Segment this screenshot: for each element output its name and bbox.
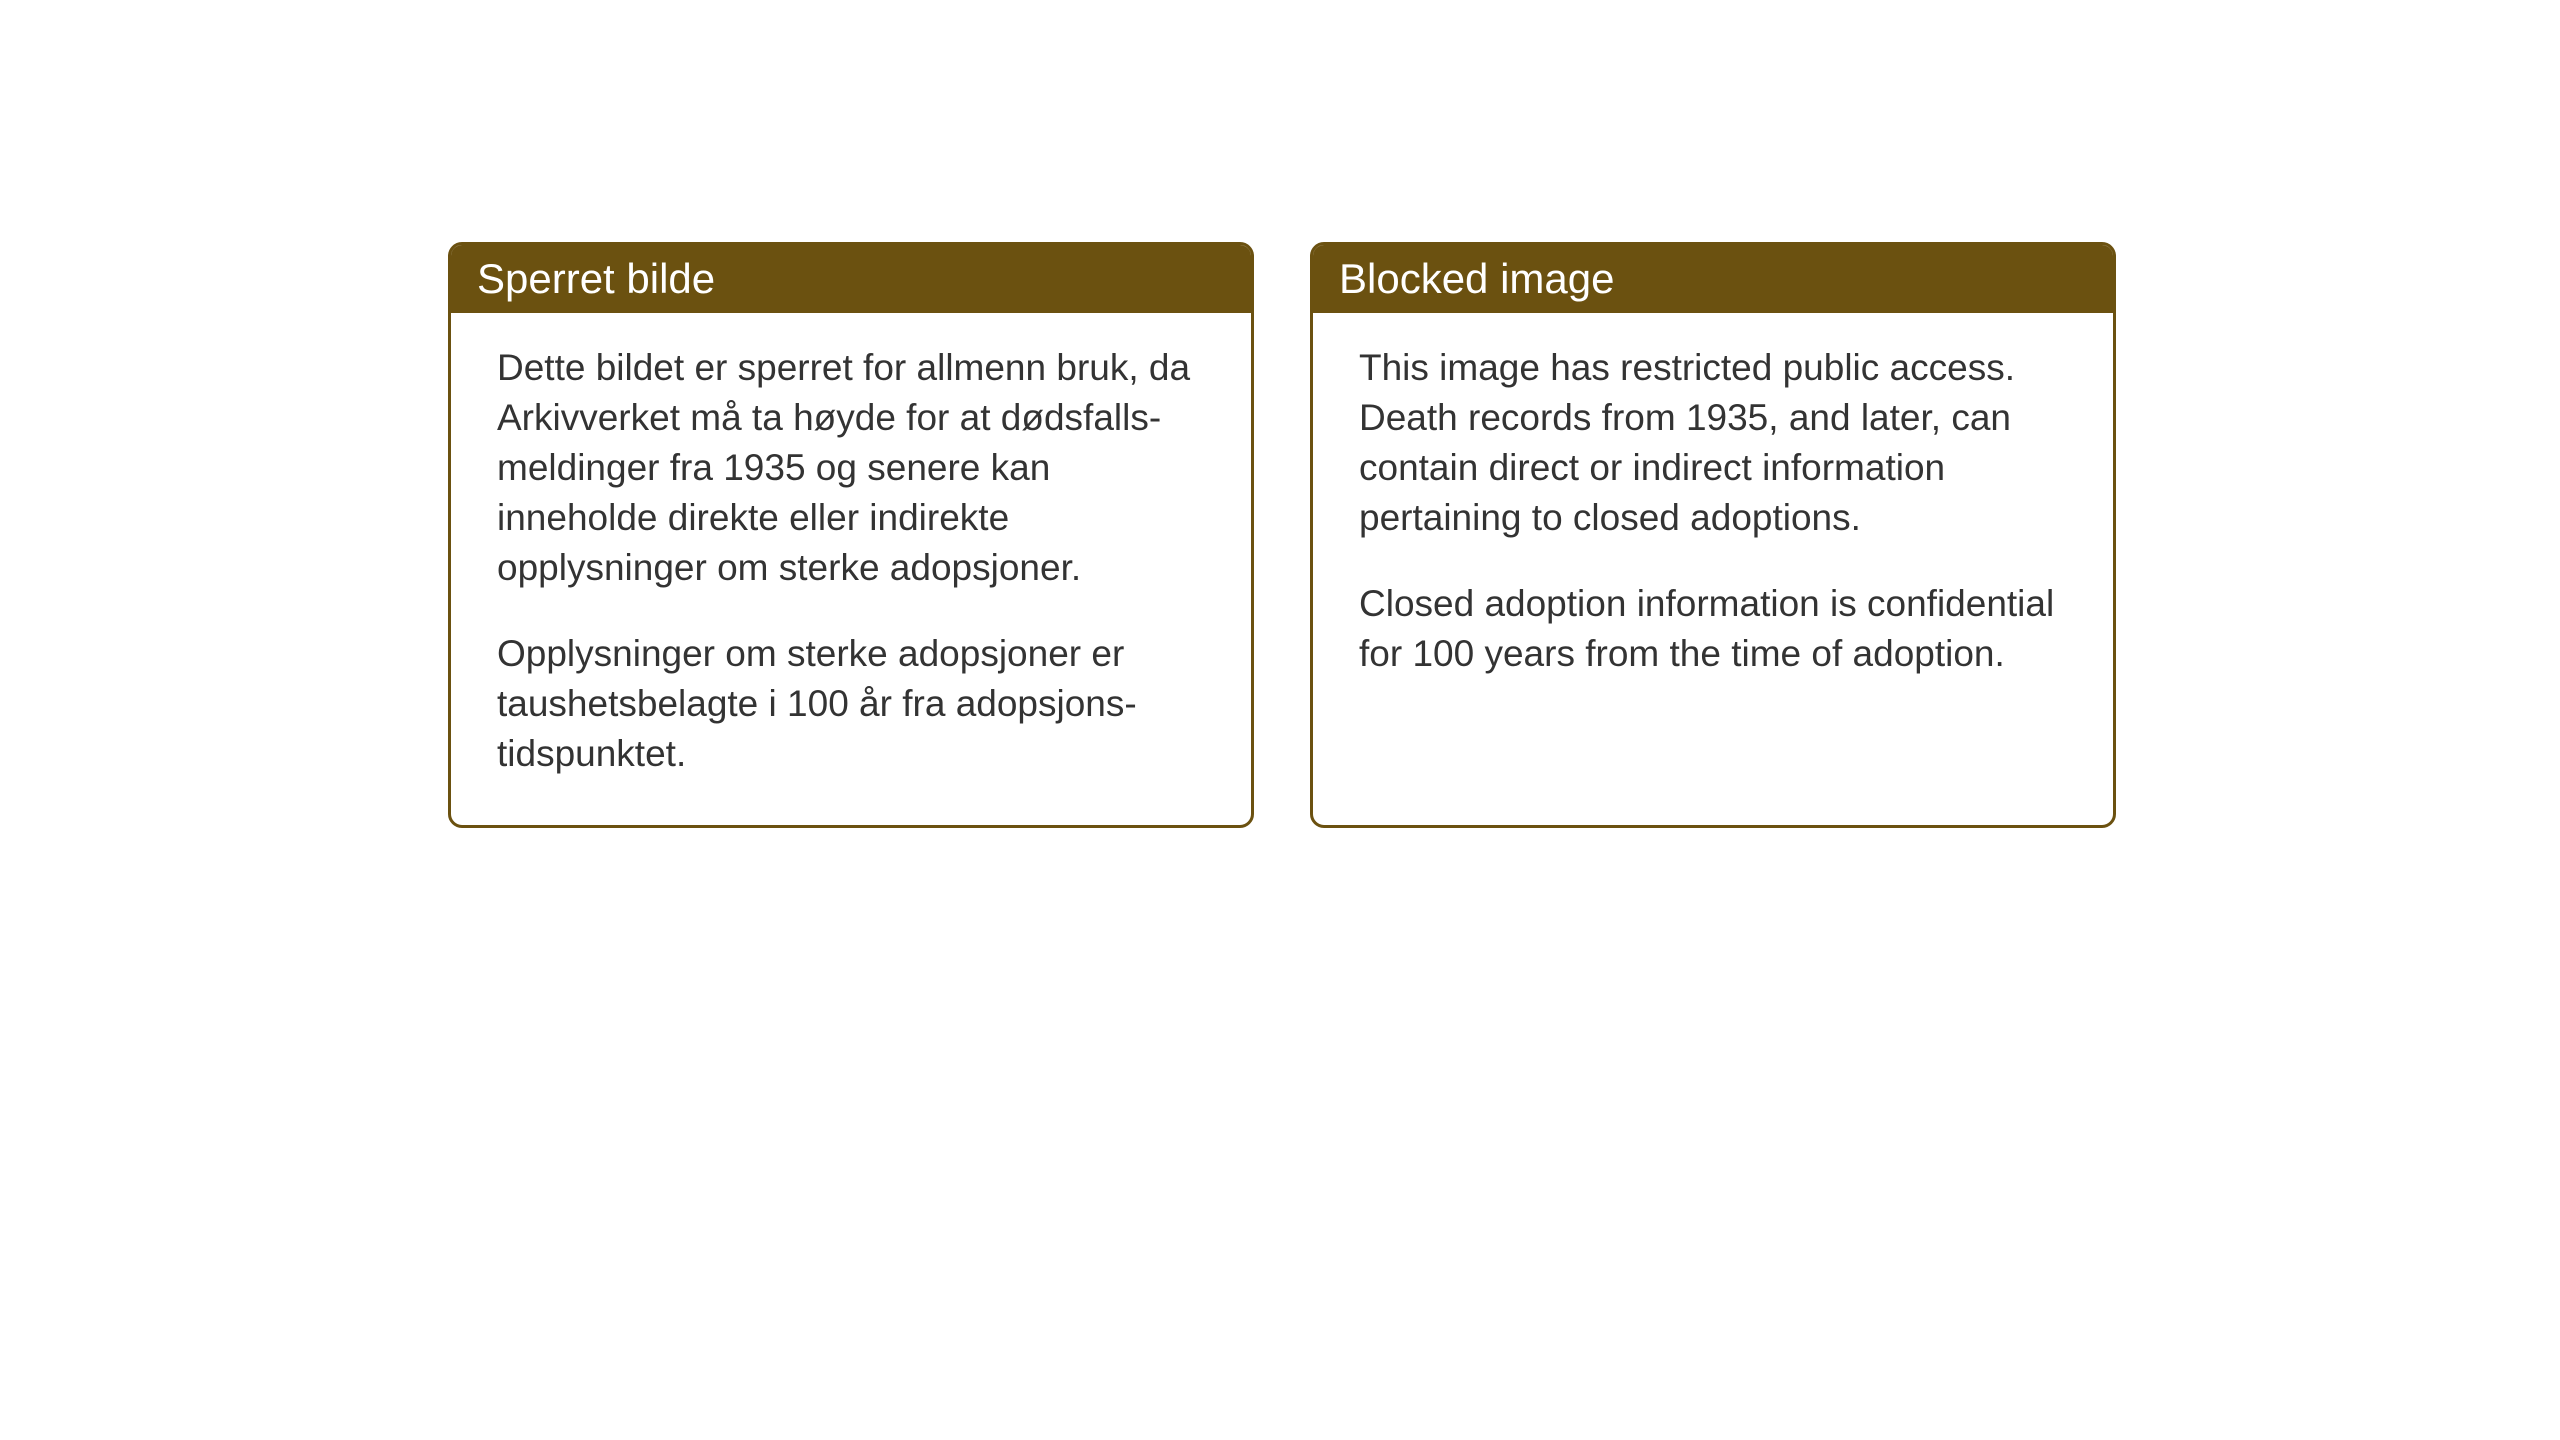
notice-paragraph: This image has restricted public access.… [1359, 343, 2067, 543]
notice-box-english: Blocked image This image has restricted … [1310, 242, 2116, 828]
notice-header-english: Blocked image [1313, 245, 2113, 313]
notice-body-norwegian: Dette bildet er sperret for allmenn bruk… [451, 313, 1251, 825]
notice-container: Sperret bilde Dette bildet er sperret fo… [448, 242, 2116, 828]
notice-box-norwegian: Sperret bilde Dette bildet er sperret fo… [448, 242, 1254, 828]
notice-paragraph: Dette bildet er sperret for allmenn bruk… [497, 343, 1205, 593]
notice-paragraph: Closed adoption information is confident… [1359, 579, 2067, 679]
notice-body-english: This image has restricted public access.… [1313, 313, 2113, 825]
notice-paragraph: Opplysninger om sterke adopsjoner er tau… [497, 629, 1205, 779]
notice-header-norwegian: Sperret bilde [451, 245, 1251, 313]
